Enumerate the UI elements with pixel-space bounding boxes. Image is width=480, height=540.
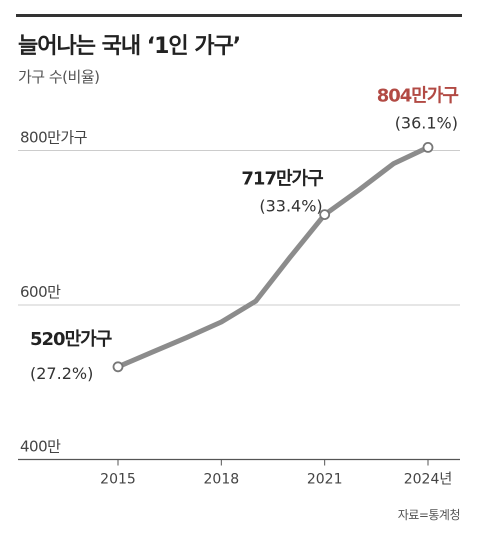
y-tick-label: 800만가구	[20, 129, 87, 147]
grid-layer	[18, 150, 460, 461]
series-line	[115, 144, 431, 370]
x-tick-label: 2021	[307, 472, 343, 488]
annotation-layer: 520만가구 (27.2%) 717만가구 (33.4%) 804만가구 (36.1%)	[30, 85, 459, 383]
x-tick-label: 2018	[204, 472, 240, 488]
data-point-marker	[319, 209, 331, 221]
data-label-percent: (36.1%)	[395, 113, 458, 132]
axis-layer: 400만 600만 800만가구 2015 2018 2021 2024년	[20, 129, 452, 488]
source-note: 자료=통계청	[397, 508, 461, 522]
series-layer	[115, 144, 431, 370]
data-label-value: 804만가구	[377, 85, 459, 106]
data-label-value: 717만가구	[241, 169, 323, 190]
data-label-percent: (33.4%)	[259, 197, 322, 216]
y-tick-label: 600만	[20, 283, 61, 301]
x-tick-label: 2015	[100, 472, 136, 488]
chart-title: 늘어나는 국내 ‘1인 가구’	[18, 34, 241, 59]
top-rule	[16, 14, 462, 17]
y-axis-label: 가구 수(비율)	[18, 68, 100, 86]
x-tick-label: 2024년	[404, 472, 453, 488]
data-point-marker	[422, 142, 434, 153]
data-label-value: 520만가구	[30, 329, 112, 350]
data-point-marker	[112, 361, 124, 373]
y-tick-label: 400만	[20, 438, 61, 456]
data-label-percent: (27.2%)	[30, 364, 93, 383]
